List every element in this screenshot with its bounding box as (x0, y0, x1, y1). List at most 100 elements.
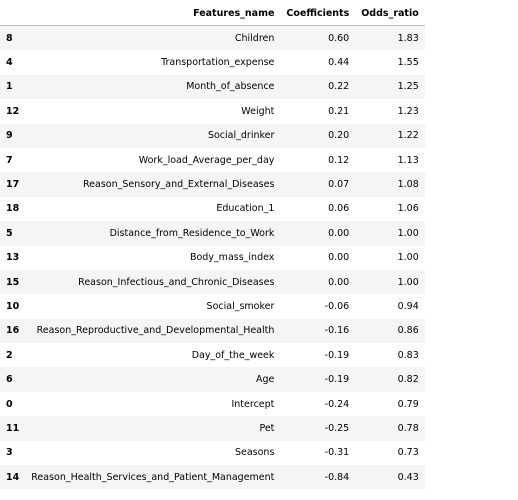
odds-ratio-cell: 0.43 (397, 471, 419, 483)
odds-ratio-cell: 0.86 (397, 325, 419, 337)
coefficient-cell: 0.21 (328, 105, 350, 117)
table-row: 18 Education_1 0.06 1.06 (0, 196, 425, 222)
odds-ratio-cell: 1.23 (397, 105, 419, 117)
table-body: 8 Children 0.60 1.83 4 Transportation_expense… (0, 25, 425, 490)
odds-ratio-cell: 1.55 (397, 57, 419, 69)
coefficient-cell: 0.22 (328, 81, 350, 93)
table-row: 6 Age -0.19 0.82 (0, 367, 425, 392)
coefficient-cell: 0.07 (328, 179, 350, 191)
table-row: 12 Weight 0.21 1.23 (0, 99, 425, 124)
row-index: 13 (6, 252, 20, 264)
feature-name-cell: Reason_Infectious_and_Chronic_Diseases (78, 276, 275, 288)
header-row: Features_name Coefficients Odds_ratio (0, 2, 425, 26)
odds-ratio-cell: 1.22 (397, 130, 419, 142)
coefficient-cell: -0.24 (324, 398, 350, 410)
coefficient-cell: -0.19 (324, 349, 350, 361)
coefficient-cell: -0.06 (324, 300, 350, 312)
row-index: 10 (6, 300, 20, 312)
row-index: 3 (6, 447, 13, 459)
row-index: 14 (6, 471, 20, 483)
header-coefficients: Coefficients (280, 2, 356, 26)
coefficient-cell: 0.00 (328, 276, 350, 288)
feature-name-cell: Reason_Sensory_and_External_Diseases (82, 179, 275, 191)
table-row: 11 Pet -0.25 0.78 (0, 416, 425, 441)
row-index: 4 (6, 57, 13, 69)
odds-ratio-cell: 1.00 (397, 252, 419, 264)
header-index (0, 2, 26, 26)
feature-name-cell: Reason_Reproductive_and_Developmental_He… (36, 325, 275, 337)
odds-ratio-cell: 1.13 (397, 154, 419, 166)
table-row: 13 Body_mass_index 0.00 1.00 (0, 245, 425, 270)
odds-ratio-cell: 0.79 (397, 398, 419, 410)
table-row: 7 Work_load_Average_per_day 0.12 1.13 (0, 147, 425, 173)
row-index: 0 (6, 398, 13, 410)
table-row: 2 Day_of_the_week -0.19 0.83 (0, 343, 425, 368)
coefficient-cell: -0.84 (324, 471, 350, 483)
dataframe-table: Features_name Coefficients Odds_ratio 8 C… (0, 2, 425, 490)
table-row: 15 Reason_Infectious_and_Chronic_Diseases… (0, 269, 425, 295)
odds-ratio-cell: 1.08 (397, 179, 419, 191)
row-index: 16 (6, 325, 20, 337)
feature-name-cell: Reason_Health_Services_and_Patient_Manag… (31, 471, 275, 483)
feature-name-cell: Distance_from_Residence_to_Work (109, 227, 275, 239)
coefficient-cell: 0.12 (328, 154, 350, 166)
table-row: 4 Transportation_expense 0.44 1.55 (0, 50, 425, 75)
odds-ratio-cell: 0.83 (397, 349, 419, 361)
feature-name-cell: Education_1 (216, 203, 275, 215)
table-row: 14 Reason_Health_Services_and_Patient_Man… (0, 465, 425, 490)
odds-ratio-cell: 0.73 (397, 447, 419, 459)
table-row: 5 Distance_from_Residence_to_Work 0.00 1.00 (0, 221, 425, 246)
table-row: 17 Reason_Sensory_and_External_Diseases 0.… (0, 172, 425, 197)
row-index: 11 (6, 422, 20, 434)
table-row: 0 Intercept -0.24 0.79 (0, 391, 425, 417)
feature-name-cell: Transportation_expense (161, 57, 275, 69)
feature-name-cell: Work_load_Average_per_day (138, 154, 275, 166)
table-header: Features_name Coefficients Odds_ratio (0, 2, 425, 26)
odds-ratio-cell: 1.25 (397, 81, 419, 93)
odds-ratio-cell: 1.00 (397, 276, 419, 288)
feature-name-cell: Age (256, 374, 275, 386)
table-row: 8 Children 0.60 1.83 (0, 25, 425, 51)
row-index: 18 (6, 203, 20, 215)
coefficient-cell: -0.19 (324, 374, 350, 386)
feature-name-cell: Month_of_absence (186, 81, 275, 93)
table-row: 10 Social_smoker -0.06 0.94 (0, 294, 425, 319)
feature-name-cell: Social_drinker (207, 130, 275, 142)
coefficient-cell: 0.44 (328, 57, 350, 69)
feature-name-cell: Intercept (231, 398, 275, 410)
row-index: 1 (6, 81, 13, 93)
table-row: 9 Social_drinker 0.20 1.22 (0, 123, 425, 148)
row-index: 8 (6, 32, 13, 44)
coefficient-cell: 0.60 (328, 32, 350, 44)
feature-name-cell: Social_smoker (206, 300, 275, 312)
row-index: 15 (6, 276, 20, 288)
odds-ratio-cell: 1.83 (397, 32, 419, 44)
row-index: 7 (6, 154, 13, 166)
feature-name-cell: Body_mass_index (189, 252, 275, 264)
feature-name-cell: Day_of_the_week (191, 349, 275, 361)
coefficient-cell: 0.00 (328, 227, 350, 239)
coefficient-cell: -0.31 (324, 447, 350, 459)
table-row: 16 Reason_Reproductive_and_Developmental_… (0, 318, 425, 344)
coefficient-cell: -0.16 (324, 325, 350, 337)
odds-ratio-cell: 1.06 (397, 203, 419, 215)
row-index: 9 (6, 130, 13, 142)
odds-ratio-cell: 1.00 (397, 227, 419, 239)
coefficient-cell: 0.06 (328, 203, 350, 215)
feature-name-cell: Pet (259, 422, 275, 434)
coefficient-cell: -0.25 (324, 422, 350, 434)
table-row: 3 Seasons -0.31 0.73 (0, 440, 425, 466)
header-features-name: Features_name (25, 2, 281, 26)
odds-ratio-cell: 0.94 (397, 300, 419, 312)
feature-name-cell: Weight (241, 105, 275, 117)
row-index: 5 (6, 227, 13, 239)
odds-ratio-cell: 0.78 (397, 422, 419, 434)
coefficient-cell: 0.00 (328, 252, 350, 264)
row-index: 17 (6, 179, 20, 191)
row-index: 12 (6, 105, 20, 117)
feature-name-cell: Children (234, 32, 275, 44)
feature-name-cell: Seasons (234, 447, 275, 459)
coefficient-cell: 0.20 (328, 130, 350, 142)
table-row: 1 Month_of_absence 0.22 1.25 (0, 74, 425, 100)
header-odds-ratio: Odds_ratio (355, 2, 425, 26)
